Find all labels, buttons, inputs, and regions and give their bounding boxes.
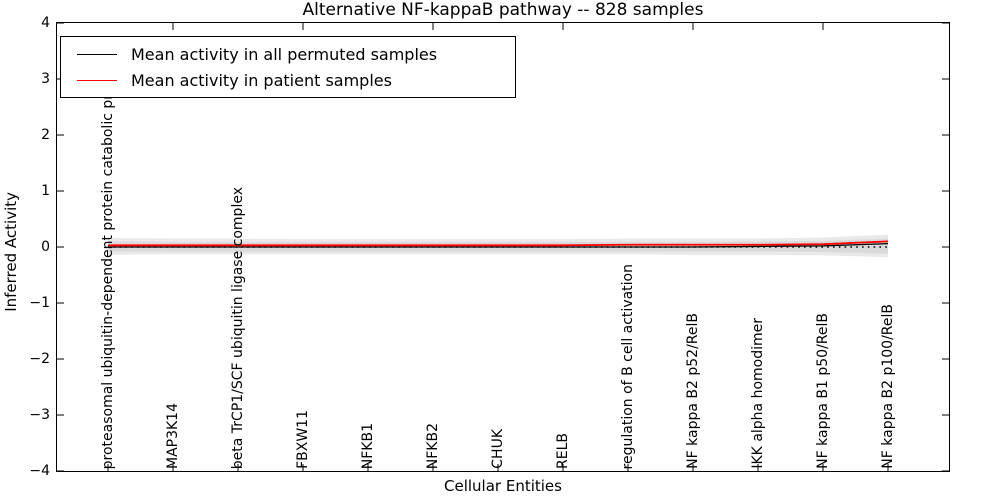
x-tick-label: MAP3K14 — [165, 402, 181, 469]
x-tick-label: regulation of B cell activation — [620, 263, 636, 469]
legend-entry-patient: Mean activity in patient samples — [77, 67, 507, 93]
legend-entry-permuted: Mean activity in all permuted samples — [77, 41, 507, 67]
chart-title: Alternative NF-kappaB pathway -- 828 sam… — [302, 0, 704, 20]
x-tick-label: FBXW11 — [295, 410, 311, 469]
y-tick-label: −1 — [29, 295, 50, 311]
x-axis-label: Cellular Entities — [444, 477, 562, 495]
y-tick-label: 1 — [41, 183, 50, 199]
y-tick-label: 3 — [41, 71, 50, 87]
y-tick-label: −3 — [29, 407, 50, 423]
y-tick-label: −4 — [29, 463, 50, 479]
x-tick-label: proteasomal ubiquitin-dependent protein … — [100, 93, 116, 469]
x-tick-label: IKK alpha homodimer — [750, 318, 766, 469]
y-tick-label: 4 — [41, 15, 50, 31]
x-tick-label: NF kappa B2 p100/RelB — [880, 304, 896, 469]
y-tick-label: −2 — [29, 351, 50, 367]
x-tick-label: NF kappa B2 p52/RelB — [685, 313, 701, 469]
x-tick-label: NFKB2 — [425, 422, 441, 469]
legend-label: Mean activity in all permuted samples — [131, 44, 438, 64]
x-tick-label: CHUK — [490, 429, 506, 469]
series-line-mean-activity-in-patient-samples — [108, 240, 889, 247]
black-line-sample-icon — [77, 53, 117, 55]
legend-label: Mean activity in patient samples — [131, 70, 392, 90]
x-tick-label: NF kappa B1 p50/RelB — [815, 313, 831, 469]
series-line-mean-activity-in-all-permuted-samples — [108, 242, 889, 248]
x-tick-label: beta TrCP1/SCF ubiquitin ligase complex — [230, 186, 246, 469]
y-tick-label: 0 — [41, 239, 50, 255]
plot-canvas — [57, 23, 949, 471]
x-tick-label: NFKB1 — [360, 422, 376, 469]
y-tick-label: 2 — [41, 127, 50, 143]
legend: Mean activity in all permuted samples Me… — [60, 36, 516, 98]
red-line-sample-icon — [77, 79, 117, 81]
x-tick-label: RELB — [555, 433, 571, 469]
